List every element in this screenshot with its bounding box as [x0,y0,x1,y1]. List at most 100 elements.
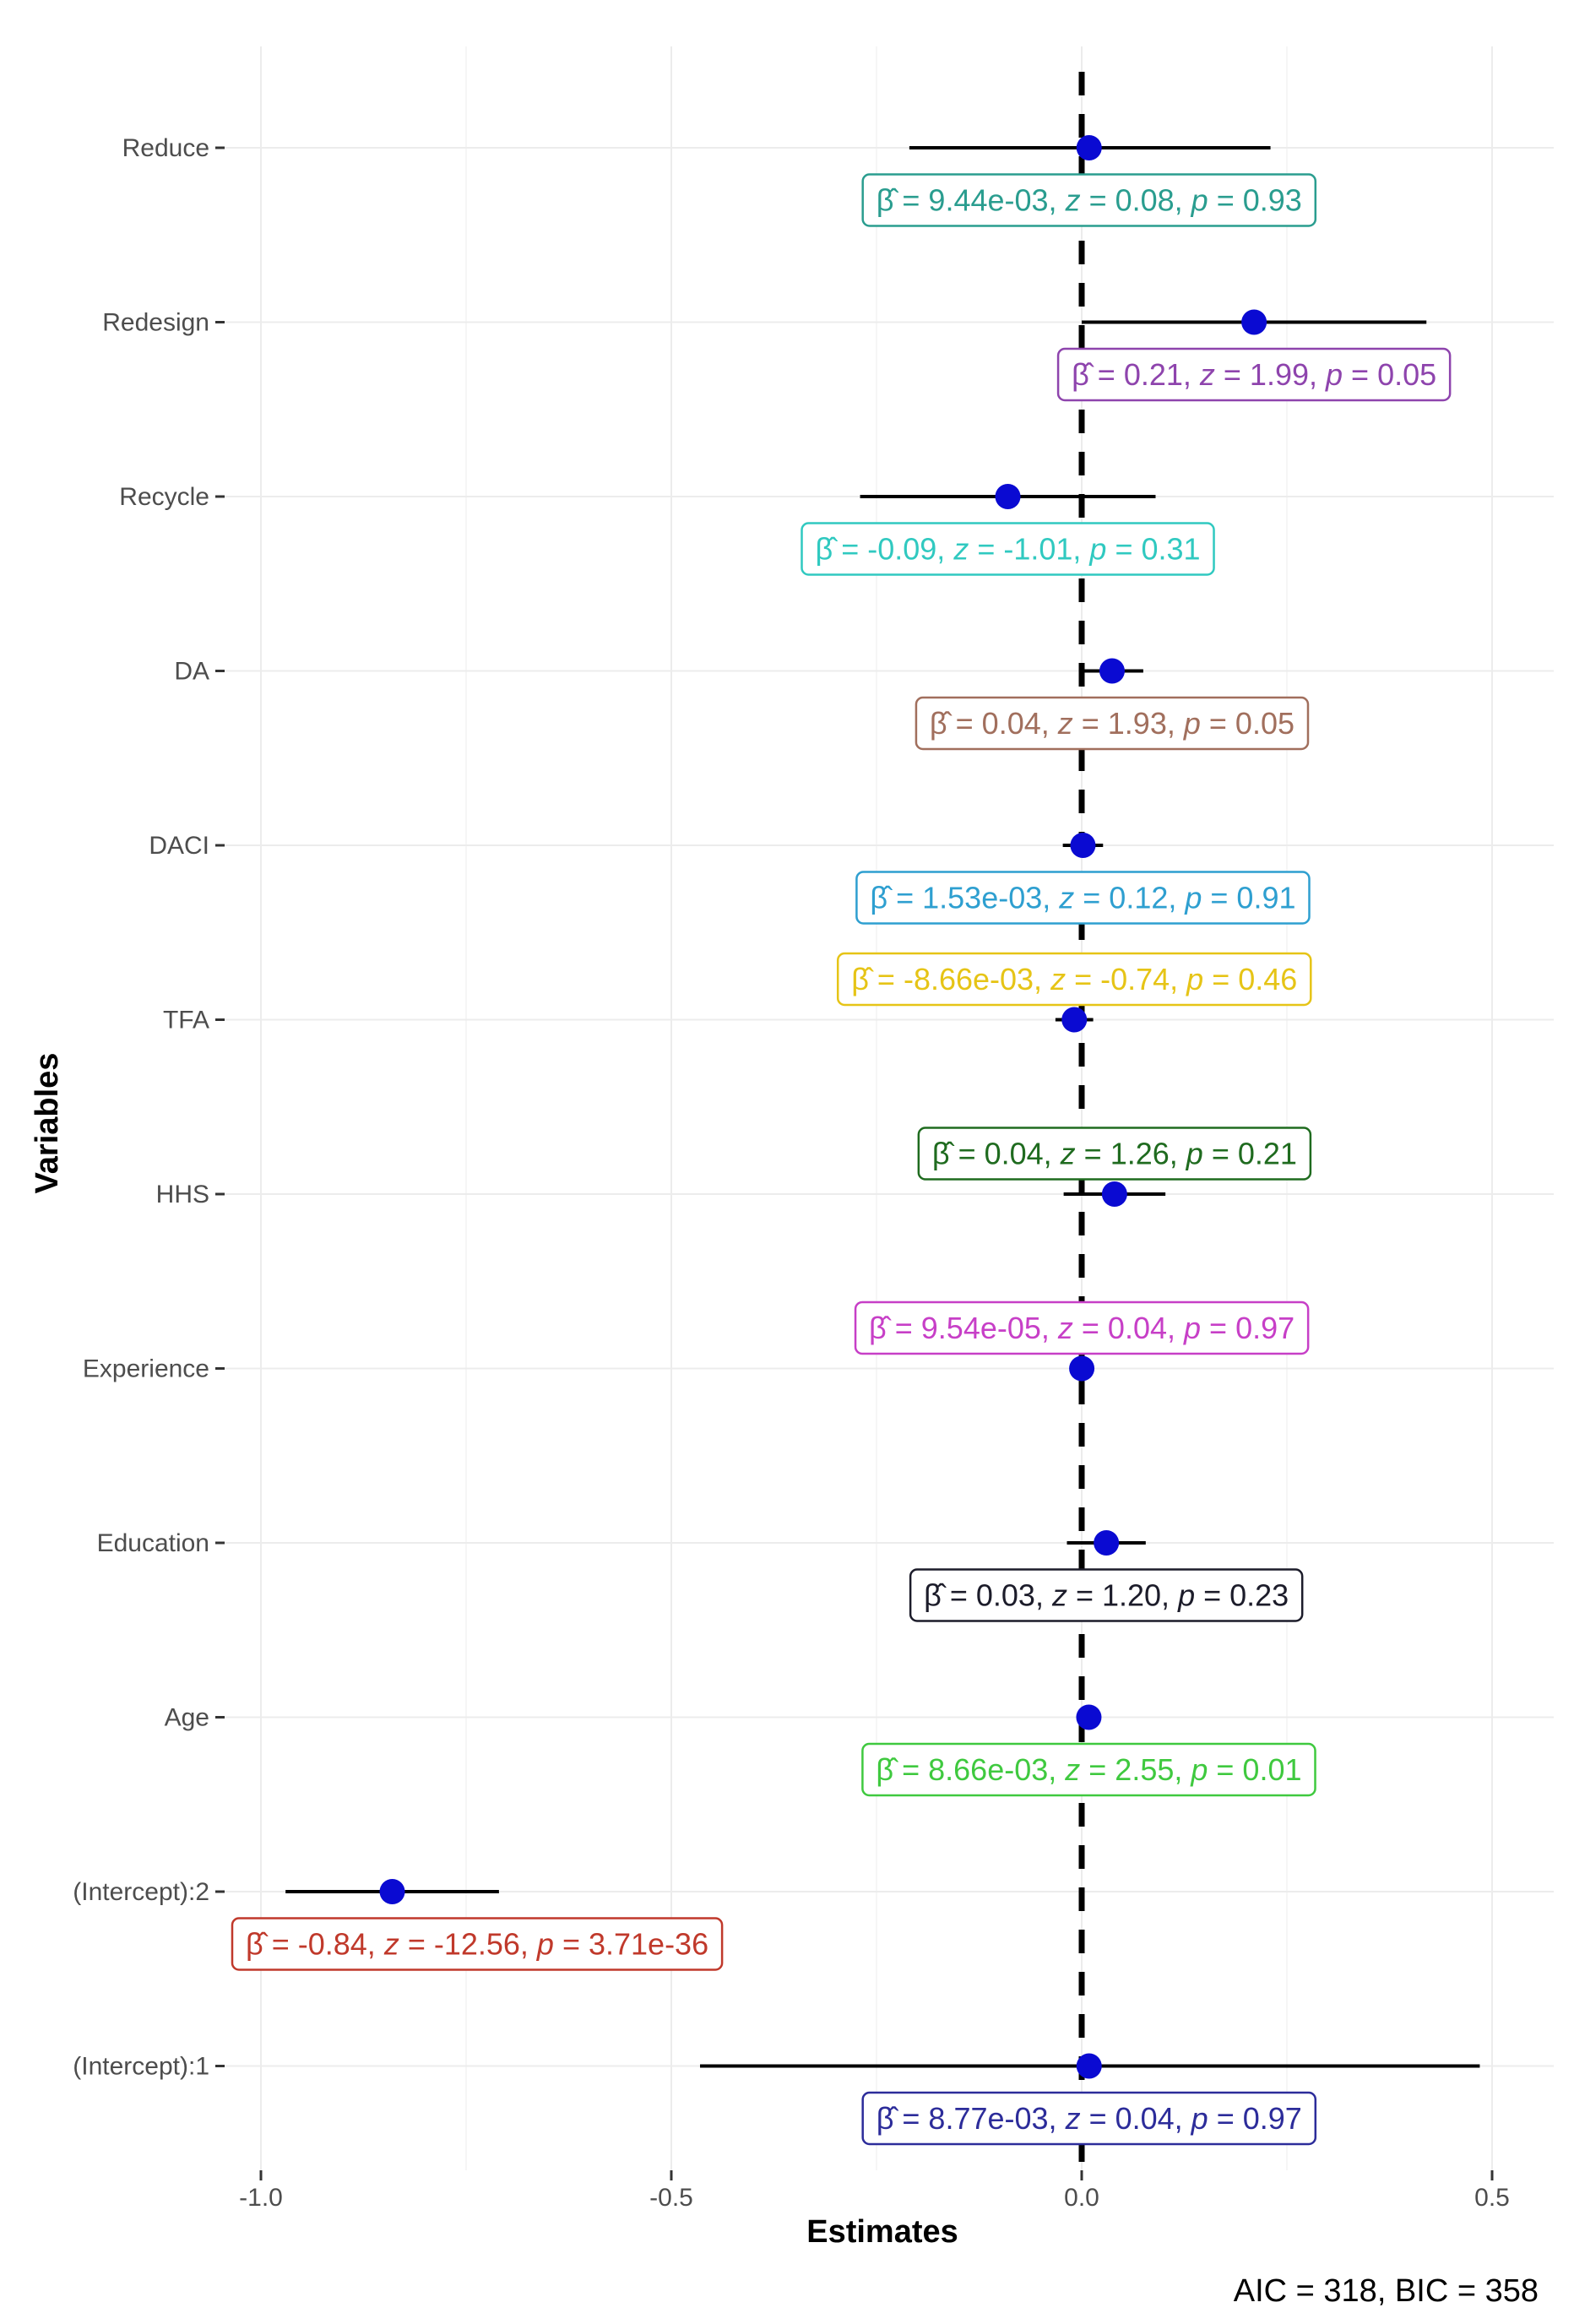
estimate-point [1070,833,1096,858]
beta-value: = 1.53e-03, [887,881,1059,915]
estimate-point [1076,1704,1102,1730]
estimate-points [379,135,1267,2079]
stat-label: β̂ = -8.66e-03, z = -0.74, p = 0.46 [836,952,1312,1007]
stat-label-box [801,522,1215,576]
beta-value: = 9.54e-05, [887,1311,1058,1345]
stat-label-text: β̂ = 8.66e-03, z = 2.55, p = 0.01 [876,1752,1301,1787]
y-tick-label: (Intercept):1 [73,2053,209,2081]
z-symbol: z [383,1927,399,1962]
stat-label: β̂ = -0.09, z = -1.01, p = 0.31 [801,522,1215,576]
stat-label-box [836,952,1312,1007]
stat-label-text: β̂ = -0.84, z = -12.56, p = 3.71e-36 [246,1927,708,1962]
y-tick-label: DA [174,658,209,686]
beta-value: = 0.04, [950,1137,1061,1171]
beta-value: = 0.21, [1089,357,1200,392]
beta-value: = 0.04, [947,706,1058,741]
x-tick-label: 0.5 [1474,2184,1510,2212]
p-symbol: p [1177,1578,1195,1613]
z-symbol: z [1057,1311,1073,1345]
p-symbol: p [1191,183,1208,218]
stat-label: β̂ = 8.66e-03, z = 2.55, p = 0.01 [861,1742,1316,1797]
p-value: = 0.05 [1343,357,1436,392]
y-axis-ticks: Reduce Redesign Recycle DA DACI TFA HHS Experie… [73,134,225,2081]
stat-label-box [861,2091,1317,2146]
z-symbol: z [1057,706,1073,741]
p-value: = 3.71e-36 [554,1927,708,1962]
estimate-point [1101,1181,1127,1207]
y-tick-label: Reduce [122,134,209,162]
p-symbol: p [1186,1137,1203,1171]
stat-label: β̂ = 8.77e-03, z = 0.04, p = 0.97 [861,2091,1317,2146]
z-symbol: z [953,532,969,567]
p-symbol: p [1184,881,1202,915]
estimate-point [379,1879,405,1904]
x-tick-label: 0.0 [1064,2184,1099,2212]
z-value: = -1.01, [969,532,1089,567]
z-symbol: z [1051,1578,1067,1613]
y-tick-label: HHS [156,1181,209,1208]
z-symbol: z [1064,1752,1080,1787]
p-symbol: p [1190,1752,1208,1787]
z-symbol: z [1065,183,1081,218]
y-tick-label: Age [165,1704,209,1732]
stat-label: β̂ = 1.53e-03, z = 0.12, p = 0.91 [855,871,1311,925]
z-value: = -12.56, [399,1927,537,1962]
z-symbol: z [1065,2101,1081,2136]
stat-label-text: β̂ = 0.21, z = 1.99, p = 0.05 [1072,357,1436,392]
y-tick-label: Redesign [102,309,209,337]
stat-label-text: β̂ = -0.09, z = -1.01, p = 0.31 [816,532,1201,567]
stat-label-box [909,1568,1304,1622]
stat-label-text: β̂ = 0.03, z = 1.20, p = 0.23 [924,1578,1289,1613]
stat-label: β̂ = 9.44e-03, z = 0.08, p = 0.93 [861,173,1317,227]
stat-label-box [861,173,1317,227]
stat-label: β̂ = -0.84, z = -12.56, p = 3.71e-36 [231,1917,724,1971]
beta-value: = 8.77e-03, [893,2101,1065,2136]
stat-label-text: β̂ = 0.04, z = 1.93, p = 0.05 [930,706,1294,741]
model-fit-caption: AIC = 318, BIC = 358 [1234,2273,1539,2309]
p-value: = 0.21 [1203,1137,1297,1171]
stat-label-text: β̂ = -8.66e-03, z = -0.74, p = 0.46 [851,962,1297,996]
estimate-point [1069,1355,1095,1382]
beta-value: = -0.09, [833,532,953,567]
y-tick-label: Recycle [119,483,209,511]
p-symbol: p [1191,2101,1208,2136]
grid [224,46,1554,2170]
p-value: = 0.91 [1202,881,1295,915]
estimate-point [1076,2053,1102,2079]
z-value: = 2.55, [1080,1752,1191,1787]
stat-label-box [915,696,1310,751]
stat-label-text: β̂ = 1.53e-03, z = 0.12, p = 0.91 [870,881,1295,915]
z-symbol: z [1058,881,1074,915]
estimate-point [1061,1007,1088,1033]
stat-label-text: β̂ = 8.77e-03, z = 0.04, p = 0.97 [877,2101,1302,2136]
stat-label-box [1056,347,1452,402]
z-symbol: z [1199,357,1215,392]
y-tick-label: DACI [149,832,209,860]
y-tick-label: TFA [163,1007,209,1034]
stat-label-box [231,1917,724,1971]
z-symbol: z [1050,962,1066,996]
p-value: = 0.23 [1195,1578,1289,1613]
stat-label-text: β̂ = 0.04, z = 1.26, p = 0.21 [932,1137,1297,1171]
estimate-point [1099,658,1125,684]
p-value: = 0.05 [1201,706,1294,741]
p-symbol: p [1186,962,1203,996]
stat-labels: β̂ = 9.44e-03, z = 0.08, p = 0.93 β̂ = 0.… [231,173,1452,2146]
stat-label-text: β̂ = 9.44e-03, z = 0.08, p = 0.93 [877,183,1302,218]
y-tick-label: (Intercept):2 [73,1878,209,1906]
beta-value: = 0.03, [942,1578,1052,1613]
p-symbol: p [1183,1311,1201,1345]
stat-label-box [854,1300,1310,1355]
stat-label: β̂ = 0.04, z = 1.26, p = 0.21 [917,1127,1312,1181]
p-value: = 0.97 [1208,2101,1302,2136]
z-value: = 1.20, [1067,1578,1178,1613]
z-value: = 1.26, [1076,1137,1186,1171]
z-value: = 0.12, [1074,881,1185,915]
beta-value: = -0.84, [263,1927,384,1962]
estimate-point [1094,1530,1120,1556]
y-tick-label: Education [97,1529,209,1557]
x-tick-label: -0.5 [649,2184,693,2212]
p-value: = 0.31 [1106,532,1200,567]
z-value: = 0.08, [1081,183,1191,218]
